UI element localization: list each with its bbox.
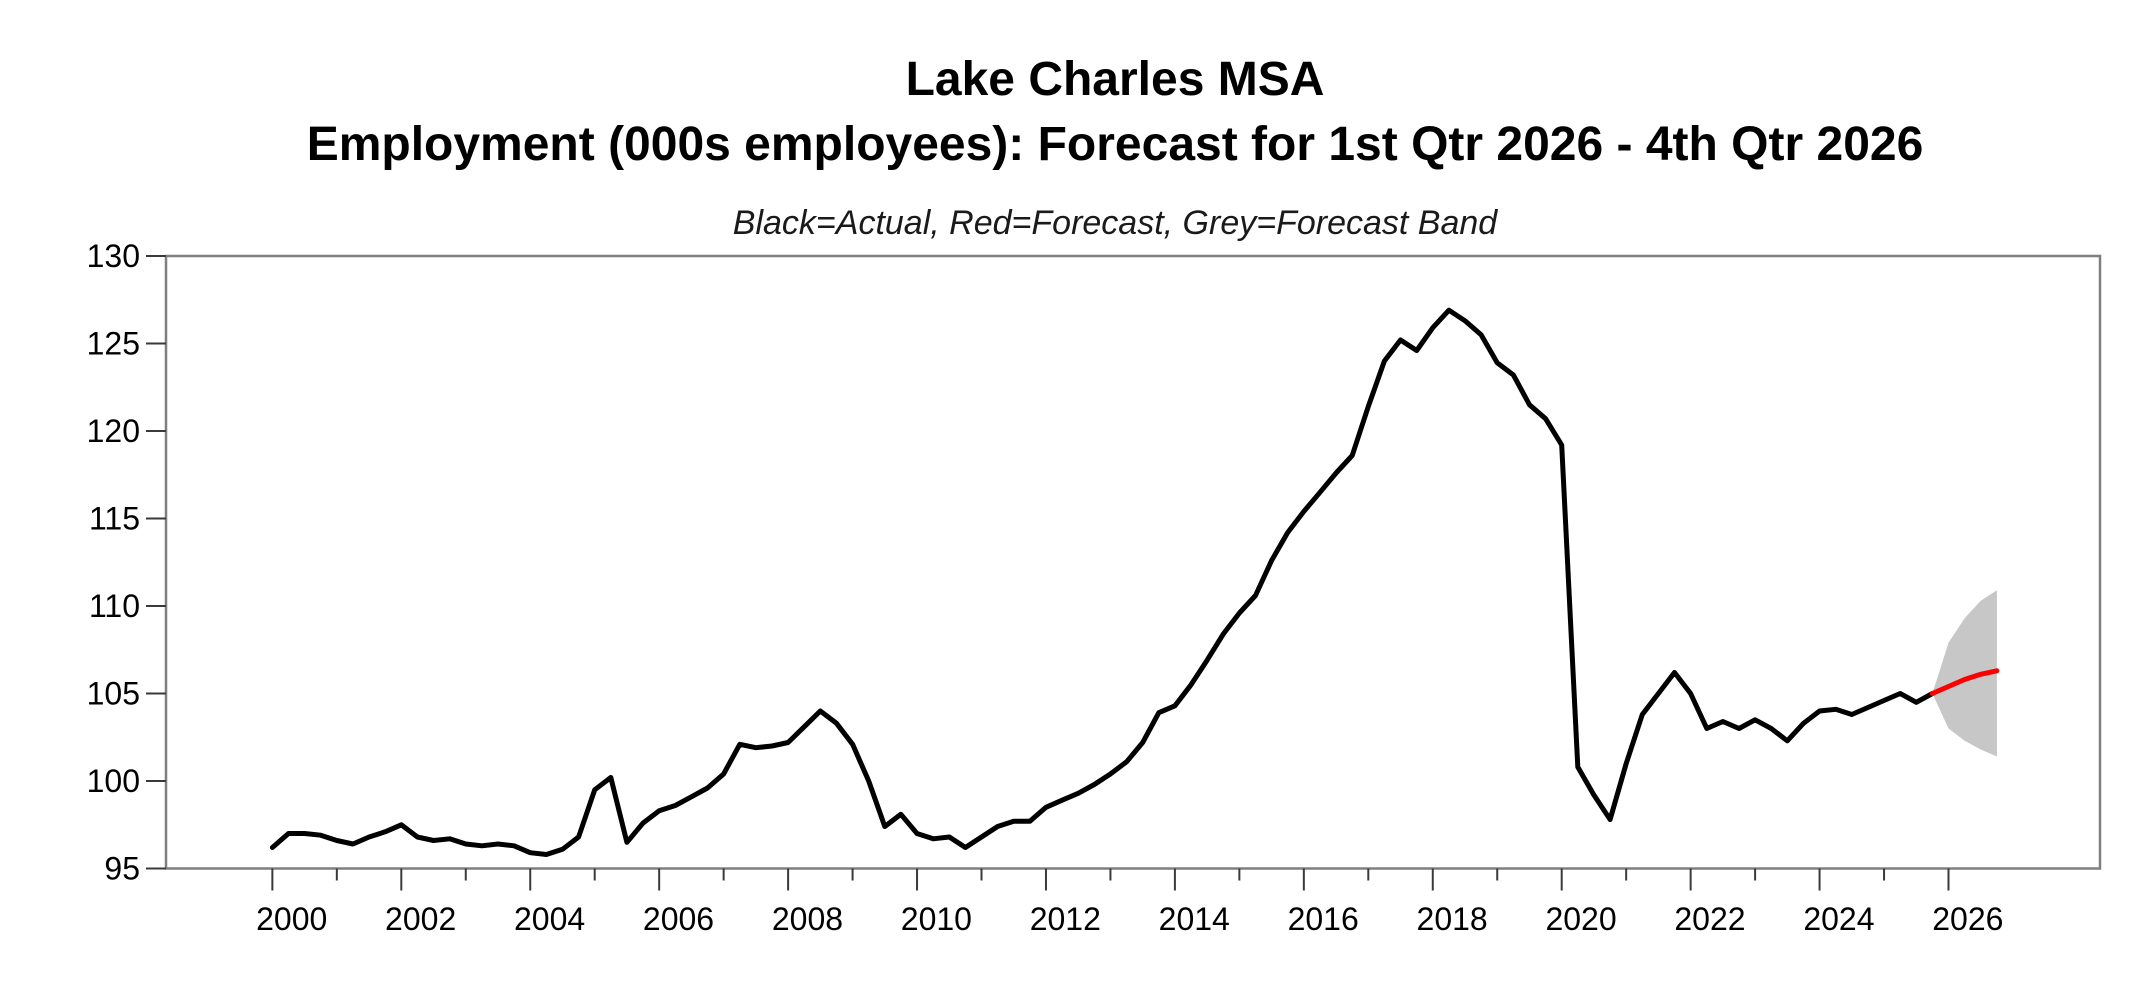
x-axis-label: 2016 bbox=[1288, 901, 1359, 937]
y-axis-label: 125 bbox=[87, 326, 140, 362]
x-axis-label: 2012 bbox=[1030, 901, 1101, 937]
forecast-band bbox=[1932, 590, 1997, 757]
plot-frame bbox=[164, 254, 2102, 870]
y-axis-label: 105 bbox=[87, 676, 140, 712]
x-axis-label: 2006 bbox=[643, 901, 714, 937]
y-axis-ticks-and-labels: 95 100 105 110 115 120 125 130 bbox=[87, 238, 166, 887]
chart-legend-note: Black=Actual, Red=Forecast, Grey=Forecas… bbox=[733, 204, 1499, 242]
x-axis-ticks-and-labels: 2000 2002 2004 2006 2008 2010 2012 2014 2016 2018… bbox=[256, 868, 2003, 937]
y-axis-label: 130 bbox=[87, 238, 140, 274]
x-axis-label: 2022 bbox=[1674, 901, 1745, 937]
x-axis-label: 2026 bbox=[1932, 901, 2003, 937]
x-axis-label: 2000 bbox=[256, 901, 327, 937]
y-axis-label: 100 bbox=[87, 763, 140, 799]
y-axis-label: 120 bbox=[87, 413, 140, 449]
forecast-band-layer bbox=[1932, 590, 1997, 757]
x-axis-label: 2020 bbox=[1545, 901, 1616, 937]
y-axis-label: 110 bbox=[89, 588, 140, 624]
x-axis-label: 2008 bbox=[772, 901, 843, 937]
x-axis-label: 2014 bbox=[1159, 901, 1230, 937]
y-axis-label: 115 bbox=[89, 501, 140, 537]
chart-title-line1: Lake Charles MSA bbox=[906, 53, 1325, 106]
actual-series-line bbox=[269, 307, 1935, 857]
y-axis-label: 95 bbox=[104, 851, 140, 887]
x-axis-label: 2002 bbox=[385, 901, 456, 937]
x-axis-label: 2010 bbox=[901, 901, 972, 937]
series-layer bbox=[269, 307, 2000, 857]
x-axis-label: 2004 bbox=[514, 901, 585, 937]
chart-title-line2: Employment (000s employees): Forecast fo… bbox=[307, 118, 1924, 171]
forecast-series-line bbox=[1929, 668, 2000, 696]
x-axis-label: 2024 bbox=[1803, 901, 1874, 937]
x-axis-label: 2018 bbox=[1417, 901, 1488, 937]
